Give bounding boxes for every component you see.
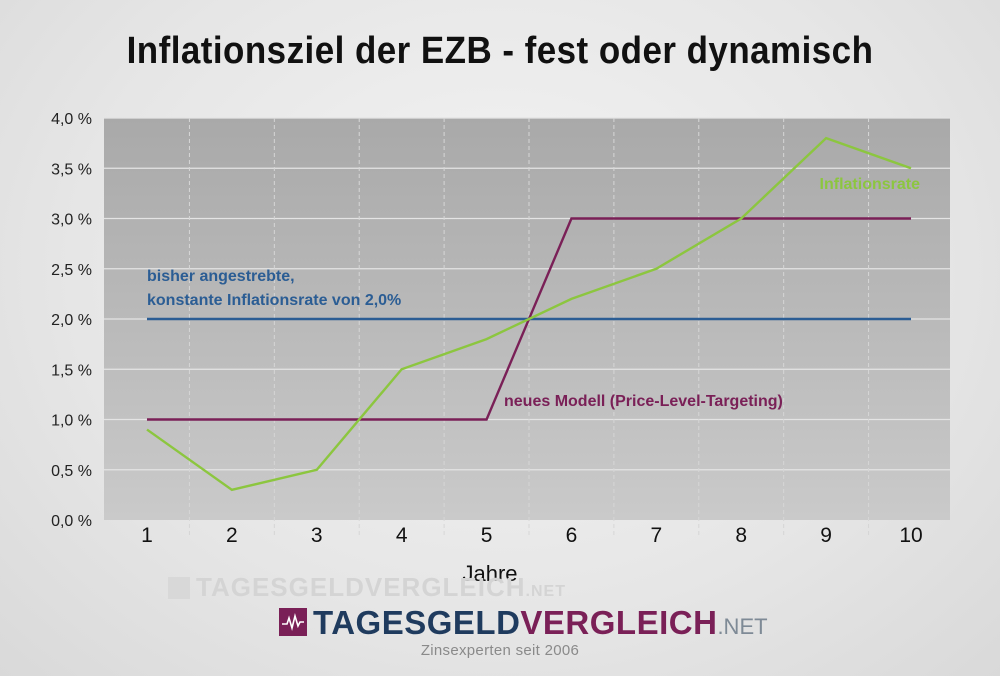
- x-tick-label: 9: [820, 524, 832, 547]
- brand-logo: TAGESGELDVERGLEICH.NET: [279, 604, 768, 642]
- watermark-text: TAGESGELDVERGLEICH: [196, 572, 526, 602]
- series-labels: Inflationsrate bisher angestrebte, konstan…: [147, 176, 920, 410]
- series-label-constant-target: konstante Inflationsrate von 2,0%: [147, 292, 401, 309]
- x-tick-label: 8: [735, 524, 747, 547]
- axis-ticks: 0,0 % 0,5 % 1,0 % 1,5 % 2,0 % 2,5 % 3,0 % 3,5 %…: [51, 111, 923, 547]
- x-tick-label: 7: [650, 524, 662, 547]
- x-tick-label: 6: [566, 524, 578, 547]
- x-tick-label: 10: [899, 524, 922, 547]
- x-tick-label: 5: [481, 524, 493, 547]
- series-label-constant-target: bisher angestrebte,: [147, 268, 295, 285]
- tagline: Zinsexperten seit 2006: [420, 642, 580, 659]
- y-tick-label: 3,5 %: [51, 161, 92, 178]
- y-tick-label: 4,0 %: [51, 111, 92, 128]
- series-layer: [146, 136, 912, 492]
- series-line: [146, 136, 912, 492]
- watermark-suffix: .NET: [525, 583, 566, 600]
- series-label-price-level-targeting: neues Modell (Price-Level-Targeting): [504, 393, 783, 410]
- y-tick-label: 0,5 %: [51, 463, 92, 480]
- heartbeat-icon: [279, 608, 307, 636]
- y-tick-label: 0,0 %: [51, 513, 92, 530]
- y-tick-label: 2,5 %: [51, 262, 92, 279]
- series-label-inflationsrate: Inflationsrate: [820, 176, 921, 193]
- logo-text-part2: VERGLEICH: [520, 604, 718, 641]
- x-tick-label: 2: [226, 524, 238, 547]
- logo-text-part1: TAGESGELD: [313, 604, 521, 641]
- y-tick-label: 3,0 %: [51, 212, 92, 229]
- y-tick-label: 1,0 %: [51, 413, 92, 430]
- x-axis-label: Jahre: [462, 561, 517, 586]
- x-tick-label: 3: [311, 524, 323, 547]
- logo-suffix: .NET: [717, 614, 768, 639]
- chart-title: Inflationsziel der EZB - fest oder dynam…: [126, 30, 874, 72]
- y-tick-label: 2,0 %: [51, 312, 92, 329]
- y-tick-label: 1,5 %: [51, 362, 92, 379]
- watermark-logo: TAGESGELDVERGLEICH.NET: [168, 572, 566, 603]
- x-tick-label: 4: [396, 524, 408, 547]
- watermark-icon: [168, 577, 190, 599]
- x-tick-label: 1: [141, 524, 153, 547]
